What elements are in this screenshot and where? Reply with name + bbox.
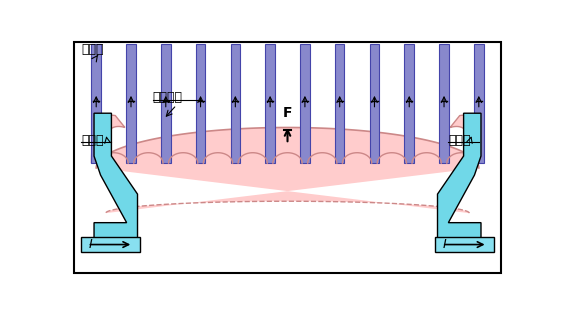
Polygon shape [134, 153, 163, 163]
Bar [335, 44, 344, 163]
Polygon shape [438, 113, 481, 242]
Bar [404, 44, 414, 163]
Polygon shape [273, 153, 302, 163]
Bar [439, 44, 449, 163]
Text: 动触头: 动触头 [448, 134, 471, 147]
Bar [370, 44, 379, 163]
Polygon shape [238, 153, 268, 163]
Bar [196, 44, 205, 163]
Polygon shape [99, 153, 128, 163]
Bar [81, 237, 140, 252]
Bar [91, 44, 101, 163]
Polygon shape [342, 153, 372, 163]
Polygon shape [307, 153, 337, 163]
Polygon shape [412, 153, 442, 163]
Bar [435, 237, 494, 252]
Polygon shape [203, 153, 233, 163]
Text: 原始电弧: 原始电弧 [153, 91, 183, 104]
Text: I: I [89, 238, 93, 251]
Text: 灭弧栅: 灭弧栅 [81, 43, 103, 56]
Bar [265, 44, 275, 163]
Text: I: I [443, 238, 447, 251]
Bar [126, 44, 136, 163]
Polygon shape [377, 153, 407, 163]
Polygon shape [168, 153, 198, 163]
Polygon shape [96, 128, 479, 213]
Text: F: F [283, 106, 292, 120]
Polygon shape [91, 115, 125, 163]
Text: 静触头: 静触头 [81, 134, 103, 147]
Polygon shape [447, 153, 476, 163]
Bar [231, 44, 240, 163]
Polygon shape [450, 115, 484, 163]
Bar [161, 44, 171, 163]
Bar [474, 44, 484, 163]
Polygon shape [94, 113, 137, 242]
Bar [300, 44, 310, 163]
